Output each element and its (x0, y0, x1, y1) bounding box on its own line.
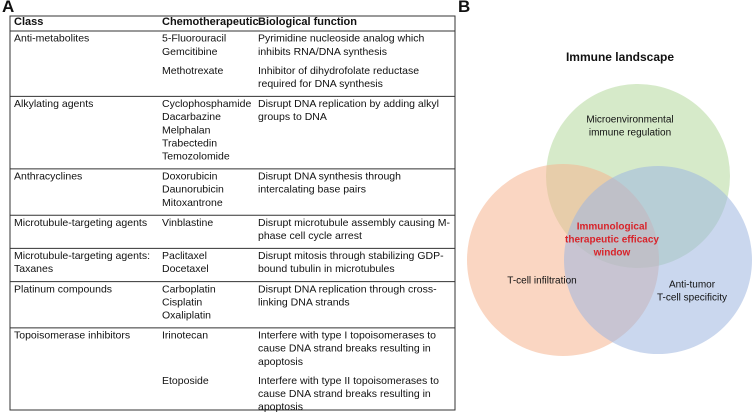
drug-cell: Vinblastine (162, 217, 213, 229)
drug-cell: Docetaxel (162, 263, 209, 275)
drug-cell: Temozolomide (162, 151, 230, 163)
function-cell: Disrupt microtubule assembly causing M- (258, 217, 450, 229)
function-cell: Inhibitor of dihydrofolate reductase (258, 65, 419, 77)
table-border (9, 15, 456, 411)
circle-label: Anti-tumor (669, 279, 716, 290)
function-cell: cause DNA strand breaks resulting in (258, 388, 431, 400)
panel-label: B (458, 0, 470, 16)
header-cell: Biological function (258, 16, 357, 28)
drug-cell: Mitoxantrone (162, 197, 223, 209)
center-label: window (593, 247, 631, 258)
function-cell: groups to DNA (258, 111, 327, 123)
drug-cell: Etoposide (162, 375, 209, 387)
function-cell: Pyrimidine nucleoside analog which (258, 33, 425, 45)
function-cell: cause DNA strand breaks resulting in (258, 343, 431, 355)
center-label: Immunological (577, 221, 648, 232)
function-cell: intercalating base pairs (258, 184, 366, 196)
function-cell: phase cell cycle arrest (258, 230, 362, 242)
drug-cell: Carboplatin (162, 283, 216, 295)
drug-cell: Doxorubicin (162, 171, 218, 183)
class-cell: Topoisomerase inhibitors (14, 330, 130, 342)
header-cell: Class (14, 16, 43, 28)
class-cell: Microtubule-targeting agents (14, 217, 147, 229)
center-label: therapeutic efficacy (565, 234, 659, 245)
function-cell: Disrupt DNA synthesis through (258, 171, 401, 183)
drug-cell: Trabectedin (162, 137, 217, 149)
drug-cell: Gemcitibine (162, 46, 218, 58)
function-cell: apoptosis (258, 356, 303, 368)
drug-cell: Paclitaxel (162, 250, 207, 262)
drug-cell: Irinotecan (162, 330, 208, 342)
circle-label: immune regulation (589, 127, 671, 138)
function-cell: inhibits RNA/DNA synthesis (258, 46, 387, 58)
panel-label: A (2, 0, 14, 16)
class-cell: Anthracyclines (14, 171, 82, 183)
function-cell: bound tubulin in microtubules (258, 263, 395, 275)
function-cell: Disrupt mitosis through stabilizing GDP- (258, 250, 444, 262)
function-cell: required for DNA synthesis (258, 78, 383, 90)
drug-cell: Daunorubicin (162, 184, 224, 196)
drug-cell: 5-Fluorouracil (162, 33, 226, 45)
drug-cell: Cyclophosphamide (162, 98, 251, 110)
circle-specificity (564, 166, 752, 354)
circle-label: T-cell infiltration (507, 275, 576, 286)
drug-cell: Oxaliplatin (162, 310, 211, 322)
drug-cell: Dacarbazine (162, 111, 221, 123)
table: Class Chemotherapeutic Biological function… (9, 15, 456, 412)
function-cell: linking DNA strands (258, 296, 350, 308)
class-cell: Alkylating agents (14, 98, 93, 110)
function-cell: apoptosis (258, 401, 303, 412)
circle-label: T-cell specificity (657, 292, 727, 303)
drug-cell: Melphalan (162, 124, 211, 136)
class-cell: Platinum compounds (14, 283, 112, 295)
circle-label: Microenvironmental (586, 114, 673, 125)
class-cell: Anti-metabolites (14, 33, 89, 45)
drug-cell: Methotrexate (162, 65, 223, 77)
venn-diagram: Immune landscape Microenvironmental immune… (467, 50, 752, 356)
function-cell: Disrupt DNA replication by adding alkyl (258, 98, 439, 110)
function-cell: Disrupt DNA replication through cross- (258, 283, 437, 295)
function-cell: Interfere with type II topoisomerases to (258, 375, 439, 387)
header-cell: Chemotherapeutic (162, 16, 259, 28)
class-cell: Microtubule-targeting agents: (14, 250, 150, 262)
venn-title: Immune landscape (566, 50, 674, 64)
class-cell: Taxanes (14, 263, 53, 275)
function-cell: Interfere with type I topoisomerases to (258, 330, 436, 342)
drug-cell: Cisplatin (162, 296, 202, 308)
